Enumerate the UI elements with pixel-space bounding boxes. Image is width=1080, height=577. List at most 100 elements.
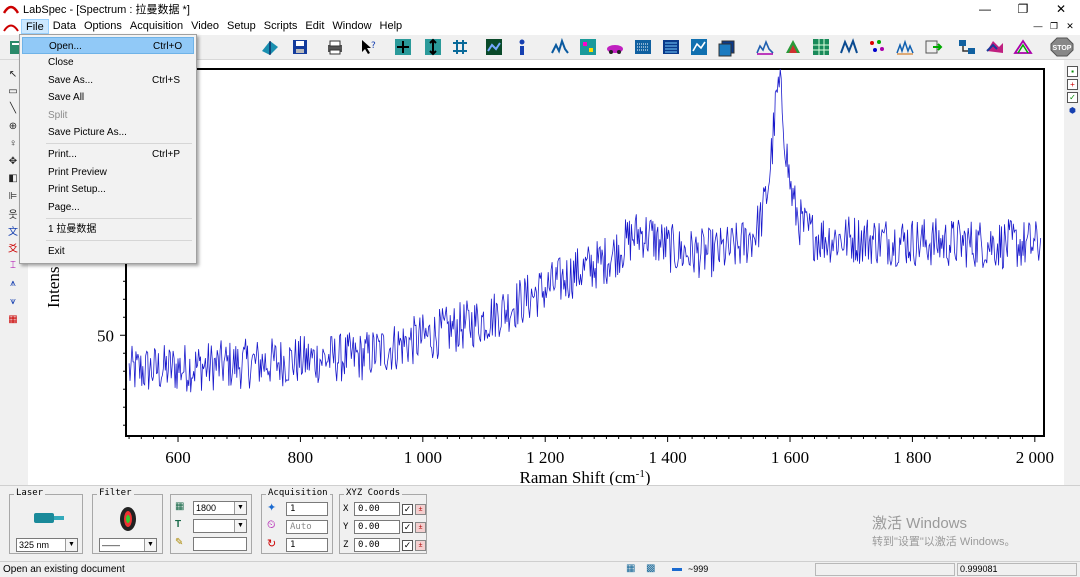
x-coord-step-icon[interactable]: ± — [415, 504, 426, 515]
right-tool-4-icon[interactable]: ⬢ — [1069, 106, 1076, 115]
menu-item-open[interactable]: Open... Ctrl+O — [22, 37, 194, 55]
info-icon[interactable] — [512, 37, 532, 57]
person-tool-icon[interactable]: 웃 — [8, 209, 18, 221]
right-tool-3-icon[interactable]: ✓ — [1067, 92, 1078, 103]
dotted-grid-icon[interactable] — [633, 37, 653, 57]
grid-tool-icon[interactable]: ▦ — [8, 313, 18, 325]
menu-file[interactable]: File — [21, 19, 49, 34]
labspec-logo-icon — [3, 5, 19, 14]
menu-setup[interactable]: Setup — [227, 20, 256, 32]
menu-separator — [46, 143, 192, 145]
baseline-icon[interactable] — [755, 37, 775, 57]
overlay-tool-icon[interactable]: 爻 — [8, 243, 18, 255]
z-coord-checkbox[interactable]: ✓ — [402, 540, 413, 551]
acquisition-mode-input[interactable]: Auto — [286, 520, 328, 534]
right-tool-2-icon[interactable]: + — [1067, 79, 1078, 90]
save-icon[interactable] — [290, 37, 310, 57]
laser-select[interactable]: 325 nm ▼ — [16, 538, 78, 552]
spectrum-window[interactable]: 600 800 1 000 1 200 1 400 1 600 1 800 2 000 50 1… — [28, 60, 1064, 485]
multi-spectra-icon[interactable] — [895, 37, 915, 57]
menu-item-recent-file[interactable]: 1 拉曼数据 — [48, 223, 97, 235]
minimize-button[interactable]: — — [979, 2, 991, 16]
cursor-tool-icon[interactable]: ♀ — [9, 137, 17, 149]
acquisition-group-title: Acquisition — [266, 488, 330, 498]
menu-item-close[interactable]: Close — [48, 57, 74, 69]
peak-tool-icon[interactable]: ⩚ — [10, 277, 16, 289]
scatter-icon[interactable] — [867, 37, 887, 57]
line-tool-icon[interactable]: ╲ — [9, 102, 17, 114]
close-button[interactable]: ✕ — [1055, 2, 1067, 16]
marker-tool-icon[interactable]: ◧ — [8, 172, 18, 184]
menu-item-save-as[interactable]: Save As... Ctrl+S — [48, 74, 181, 86]
x-coord-input[interactable]: 0.00 — [354, 502, 400, 516]
export-icon[interactable] — [923, 37, 943, 57]
menu-item-print-preview[interactable]: Print Preview — [48, 166, 107, 178]
text-tool-icon[interactable]: 文 — [8, 226, 18, 238]
network-icon[interactable] — [957, 37, 977, 57]
peak-fit-icon[interactable] — [783, 37, 803, 57]
triangle-plot-icon[interactable] — [1013, 37, 1033, 57]
rectangle-tool-icon[interactable]: ▭ — [8, 85, 18, 97]
x-tick-label: 1 800 — [893, 448, 931, 467]
image-icon[interactable] — [484, 37, 504, 57]
menu-item-save-picture-as[interactable]: Save Picture As... — [48, 126, 127, 138]
menu-item-exit[interactable]: Exit — [48, 246, 65, 258]
menu-edit[interactable]: Edit — [305, 20, 325, 32]
menu-acquisition[interactable]: Acquisition — [129, 20, 184, 32]
grating-select[interactable]: 1800 ▼ — [193, 501, 247, 515]
menu-item-print-setup[interactable]: Print Setup... — [48, 184, 106, 196]
peak-label-icon[interactable] — [839, 37, 859, 57]
chevron-down-icon: ▼ — [144, 539, 156, 551]
print-icon[interactable] — [325, 37, 345, 57]
stage-move-icon[interactable] — [985, 37, 1005, 57]
filter-select[interactable]: —— ▼ — [99, 538, 157, 552]
x-coord-checkbox[interactable]: ✓ — [402, 504, 413, 515]
slit-input[interactable] — [193, 537, 247, 551]
mdi-restore-button[interactable]: ❐ — [1049, 20, 1059, 31]
full-scale-icon[interactable] — [393, 37, 413, 57]
peak-search-icon[interactable] — [550, 37, 570, 57]
hole-select[interactable]: ▼ — [193, 519, 247, 533]
mdi-minimize-button[interactable]: — — [1033, 21, 1043, 31]
menu-item-page[interactable]: Page... — [48, 201, 80, 213]
map-icon[interactable] — [260, 37, 280, 57]
z-coord-step-icon[interactable]: ± — [415, 540, 426, 551]
spectrum-chart[interactable]: 600 800 1 000 1 200 1 400 1 600 1 800 2 000 50 1… — [28, 60, 1064, 485]
bracket-tool-icon[interactable]: ⌶ — [10, 259, 16, 271]
crosshair-tool-icon[interactable]: ✥ — [8, 155, 18, 167]
acquisition-time-input[interactable]: 1 — [286, 502, 328, 516]
mdi-close-button[interactable]: ✕ — [1066, 20, 1074, 31]
y-coord-step-icon[interactable]: ± — [415, 522, 426, 533]
right-tool-1-icon[interactable]: ▪ — [1067, 66, 1078, 77]
menu-item-save-all[interactable]: Save All — [48, 92, 85, 104]
z-coord-input[interactable]: 0.00 — [354, 538, 400, 552]
menu-scripts[interactable]: Scripts — [263, 20, 298, 32]
pointer-tool-icon[interactable]: ↖ — [8, 68, 18, 80]
zoom-tool-icon[interactable]: ⊕ — [8, 120, 18, 132]
line-plot-icon[interactable] — [689, 37, 709, 57]
menu-window[interactable]: Window — [332, 20, 372, 32]
menu-help[interactable]: Help — [379, 20, 403, 32]
menu-item-print[interactable]: Print... Ctrl+P — [48, 149, 181, 161]
document-logo-icon[interactable] — [3, 22, 19, 32]
context-help-icon[interactable]: ? — [358, 37, 378, 57]
menu-options[interactable]: Options — [83, 20, 122, 32]
multi-peak-tool-icon[interactable]: ⩛ — [10, 295, 16, 307]
3d-view-icon[interactable] — [717, 37, 737, 57]
zoom-y-icon[interactable] — [423, 37, 443, 57]
spectra-stack-icon[interactable] — [661, 37, 681, 57]
y-coord-input[interactable]: 0.00 — [354, 520, 400, 534]
accumulation-input[interactable]: 1 — [286, 538, 328, 552]
stop-button[interactable]: STOP — [1050, 37, 1074, 57]
y-coord-checkbox[interactable]: ✓ — [402, 522, 413, 533]
status-empty-field — [815, 563, 955, 576]
grid-map-icon[interactable] — [811, 37, 831, 57]
menu-video[interactable]: Video — [191, 20, 220, 32]
status-message: Open an existing document — [3, 564, 125, 575]
range-tool-icon[interactable]: ⊫ — [8, 190, 18, 202]
colormap-icon[interactable] — [578, 37, 598, 57]
car-icon[interactable] — [605, 37, 625, 57]
grid-icon[interactable] — [450, 37, 470, 57]
restore-button[interactable]: ❐ — [1017, 2, 1029, 16]
menu-data[interactable]: Data — [52, 20, 76, 32]
